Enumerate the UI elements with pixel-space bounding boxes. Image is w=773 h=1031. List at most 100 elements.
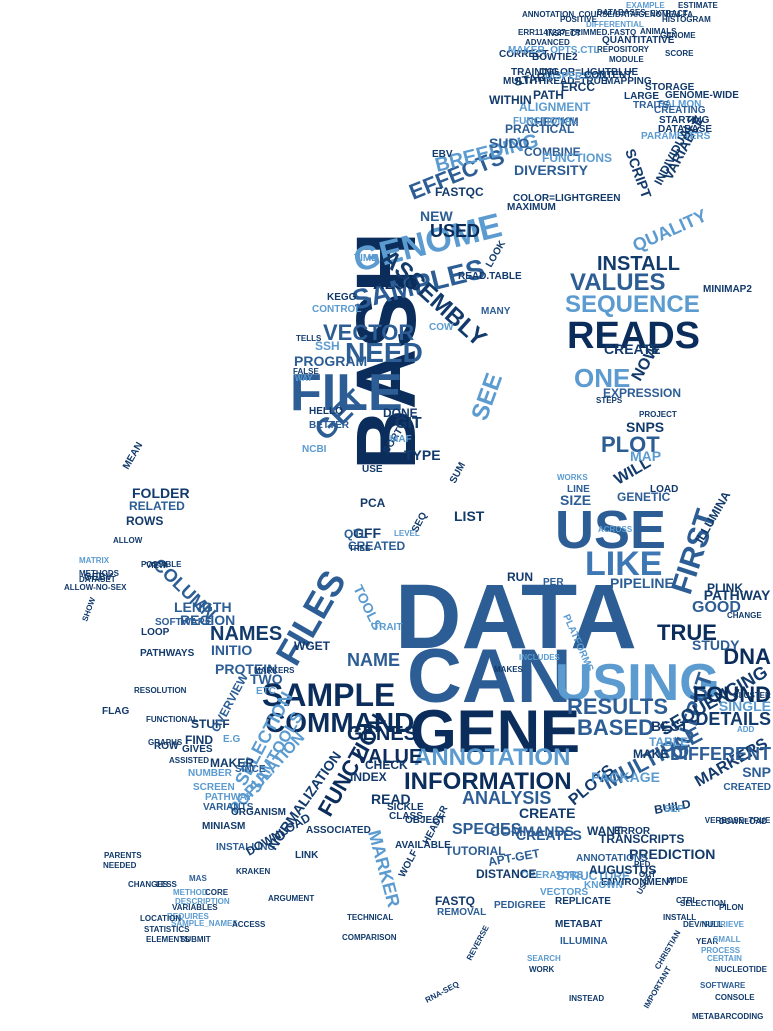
cloud-word: ANALYSIS <box>462 788 551 808</box>
cloud-word: PLOT <box>601 432 660 457</box>
cloud-word: DATASET <box>79 575 116 584</box>
cloud-word: DONE <box>383 406 418 420</box>
cloud-word: TIME <box>354 253 378 264</box>
cloud-word: CHECK <box>365 758 408 772</box>
cloud-word: PROJECT <box>639 410 677 419</box>
cloud-word: E.G <box>223 734 240 745</box>
cloud-word: SSH <box>315 339 340 353</box>
cloud-word: ADVANCED <box>525 38 570 47</box>
cloud-word: ALLOW-NO-SEX <box>64 583 127 592</box>
cloud-word: READS <box>567 315 700 357</box>
cloud-word: ASSISTED <box>169 756 209 765</box>
cloud-word: DETAILS <box>695 709 771 729</box>
cloud-word: SMALL <box>713 935 741 944</box>
cloud-word: SIZE <box>560 492 591 508</box>
cloud-word: STUDY <box>692 637 740 653</box>
cloud-word: SCORE <box>665 49 694 58</box>
cloud-word: NUCLEOTIDE <box>715 965 768 974</box>
cloud-word: SNP <box>742 764 771 780</box>
cloud-word: RNA-SEQ <box>424 980 461 1005</box>
cloud-word: EXTRACT <box>650 9 688 18</box>
cloud-word: METHOD <box>173 888 208 897</box>
cloud-word: PACKAGE <box>591 769 660 785</box>
cloud-word: MAXIMUM <box>507 202 556 213</box>
cloud-word: REGION <box>180 612 235 628</box>
cloud-word: OBJECT <box>405 815 446 826</box>
cloud-word: LINK <box>295 850 319 861</box>
cloud-word: PATHWAY <box>704 587 771 603</box>
cloud-word: INSTALL <box>597 253 680 275</box>
cloud-word: RUN <box>507 570 533 584</box>
cloud-word: WORK <box>529 965 555 974</box>
cloud-word: PROCESS <box>701 946 741 955</box>
cloud-word: PATH <box>533 88 564 102</box>
cloud-word: CORRECT <box>499 49 548 60</box>
cloud-word: GFF <box>353 525 381 541</box>
cloud-word: INITIO <box>211 642 252 658</box>
cloud-word: EXAMPLE <box>626 1 665 10</box>
cloud-word: STARTING <box>659 115 710 126</box>
cloud-word: WIDE <box>667 876 689 885</box>
cloud-word: REMOVAL <box>437 907 486 918</box>
cloud-word: QUALITY <box>629 205 709 255</box>
cloud-word: ETC <box>256 686 276 697</box>
cloud-word: MODULE <box>609 55 644 64</box>
cloud-word: COMMAND <box>265 707 414 738</box>
cloud-word: TWO <box>250 671 283 687</box>
cloud-word: STRUCTURE <box>556 869 630 883</box>
cloud-word: TRANSCRIPTS <box>599 832 684 846</box>
cloud-word: WAY <box>295 374 313 383</box>
cloud-word: POSSIBLE <box>141 560 182 569</box>
cloud-word: VECTOR <box>323 320 414 345</box>
cloud-word: GENOME <box>660 31 696 40</box>
cloud-word: TRAIT <box>373 622 402 633</box>
cloud-word: PER <box>543 577 564 588</box>
cloud-word: OPERATORS <box>521 870 584 881</box>
cloud-word: PIPELINE <box>610 575 674 591</box>
cloud-word: TRAITS <box>633 100 669 111</box>
cloud-word: BOWTIE2 <box>532 52 578 63</box>
cloud-word: ERCC <box>561 80 595 94</box>
cloud-word: DATABASE <box>658 124 712 135</box>
cloud-word: ANNOTATIONS <box>576 853 648 864</box>
cloud-word: PILON <box>719 903 744 912</box>
cloud-word: SCREEN <box>193 782 235 793</box>
cloud-word: INSTALLING <box>216 842 275 853</box>
cloud-word: SINCE <box>235 764 266 775</box>
cloud-word: DIFFERENTIAL <box>586 20 644 29</box>
cloud-word: MANY <box>481 306 511 317</box>
cloud-word: PED <box>634 860 651 869</box>
cloud-word: GIVES <box>182 744 213 755</box>
cloud-word: GENES <box>347 723 417 745</box>
cloud-word: CHANGE <box>727 611 762 620</box>
cloud-word: TABLE <box>649 735 688 749</box>
cloud-word: DATABASES <box>597 8 646 17</box>
cloud-word: READ.TABLE <box>458 271 522 282</box>
cloud-word: TUTORIAL <box>445 844 505 858</box>
cloud-word: LINE <box>567 484 590 495</box>
cloud-word: SUDO <box>489 135 530 151</box>
cloud-word: GOOD <box>692 599 741 616</box>
cloud-word: FILE <box>290 364 403 422</box>
cloud-word: METABARCODING <box>692 1012 763 1021</box>
cloud-word: USE <box>362 464 383 475</box>
cloud-word: ACROSS <box>598 525 633 534</box>
cloud-word: MATRIX <box>79 556 110 565</box>
cloud-word: SAMPLE_NAMES <box>171 919 238 928</box>
cloud-word: FLAG <box>102 706 129 717</box>
cloud-word: USING <box>555 654 720 712</box>
cloud-word: ENVIRONMENT <box>601 877 675 888</box>
cloud-word: ACCESS <box>232 920 266 929</box>
cloud-word: OUT <box>639 870 656 879</box>
cloud-word: LENGTH <box>174 599 232 615</box>
cloud-word: OVERVIEW <box>208 670 251 734</box>
cloud-word: TECHNICAL <box>347 913 393 922</box>
cloud-word: FOLDER <box>132 485 190 501</box>
cloud-word: MAPPING <box>605 76 652 87</box>
cloud-word: DNA <box>723 644 771 669</box>
cloud-word: SAMPLE <box>262 677 395 713</box>
cloud-word: CTRL <box>676 896 697 905</box>
cloud-word: LIST <box>454 508 485 524</box>
cloud-word: SPECIES <box>452 821 522 838</box>
